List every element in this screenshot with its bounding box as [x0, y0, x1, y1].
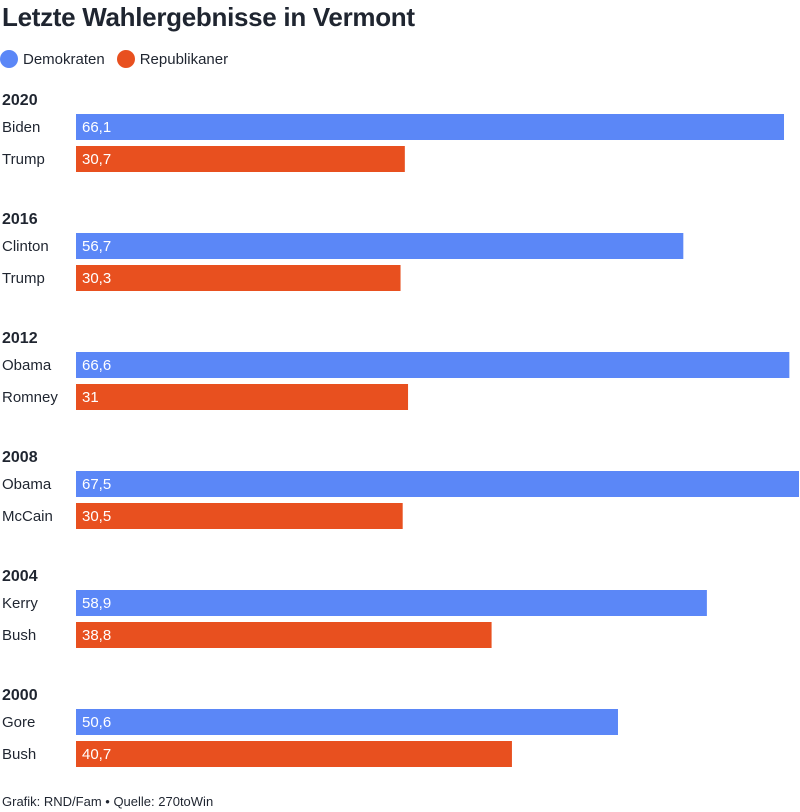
- legend-label-republikaner: Republikaner: [139, 50, 229, 68]
- bar-romney-2012: [76, 384, 409, 410]
- value-label-trump-2016: 30,3: [82, 270, 111, 287]
- year-label-2012: 2012: [2, 330, 38, 347]
- value-label-clinton-2016: 56,7: [82, 238, 111, 255]
- candidate-label-biden-2020: Biden: [2, 119, 40, 136]
- value-label-trump-2020: 30,7: [82, 151, 111, 168]
- candidate-label-bush-2000: Bush: [2, 746, 36, 763]
- bar-clinton-2016: [76, 233, 684, 259]
- year-label-2020: 2020: [2, 92, 38, 109]
- candidate-label-clinton-2016: Clinton: [2, 238, 49, 255]
- legend-swatch-republikaner: [116, 50, 135, 68]
- candidate-label-obama-2012: Obama: [2, 357, 52, 374]
- candidate-label-obama-2008: Obama: [2, 476, 52, 493]
- bar-obama-2012: [76, 352, 790, 378]
- bar-bush-2000: [76, 741, 512, 767]
- year-label-2004: 2004: [2, 568, 38, 585]
- value-label-bush-2004: 38,8: [82, 627, 111, 644]
- year-label-2008: 2008: [2, 449, 38, 466]
- legend-item-demokraten: Demokraten: [0, 50, 105, 68]
- legend: Demokraten Republikaner: [0, 50, 240, 68]
- value-label-mccain-2008: 30,5: [82, 508, 111, 525]
- candidate-label-mccain-2008: McCain: [2, 508, 53, 525]
- bar-trump-2020: [76, 146, 405, 172]
- value-label-bush-2000: 40,7: [82, 746, 111, 763]
- value-label-kerry-2004: 58,9: [82, 595, 111, 612]
- value-label-romney-2012: 31: [82, 389, 99, 406]
- value-label-biden-2020: 66,1: [82, 119, 111, 136]
- candidate-label-gore-2000: Gore: [2, 714, 35, 731]
- legend-label-demokraten: Demokraten: [23, 50, 105, 68]
- value-label-obama-2012: 66,6: [82, 357, 111, 374]
- source-footer: Grafik: RND/Fam • Quelle: 270toWin: [2, 794, 214, 809]
- candidate-label-romney-2012: Romney: [2, 389, 58, 406]
- candidate-label-kerry-2004: Kerry: [2, 595, 38, 612]
- value-label-obama-2008: 67,5: [82, 476, 111, 493]
- legend-swatch-demokraten: [0, 50, 18, 68]
- bar-chart: 2020 Biden 66,1 Trump 30,7 2016 Clinton 56,7 Tru…: [2, 92, 799, 767]
- candidate-label-trump-2020: Trump: [2, 151, 45, 168]
- bar-gore-2000: [76, 709, 618, 735]
- year-label-2000: 2000: [2, 687, 38, 704]
- bar-kerry-2004: [76, 590, 707, 616]
- bar-trump-2016: [76, 265, 401, 291]
- bar-obama-2008: [76, 471, 799, 497]
- bar-bush-2004: [76, 622, 492, 648]
- candidate-label-trump-2016: Trump: [2, 270, 45, 287]
- candidate-label-bush-2004: Bush: [2, 627, 36, 644]
- legend-item-republikaner: Republikaner: [116, 50, 229, 68]
- value-label-gore-2000: 50,6: [82, 714, 111, 731]
- chart-title: Letzte Wahlergebnisse in Vermont: [2, 2, 415, 32]
- bar-biden-2020: [76, 114, 785, 140]
- bar-mccain-2008: [76, 503, 403, 529]
- year-label-2016: 2016: [2, 211, 38, 228]
